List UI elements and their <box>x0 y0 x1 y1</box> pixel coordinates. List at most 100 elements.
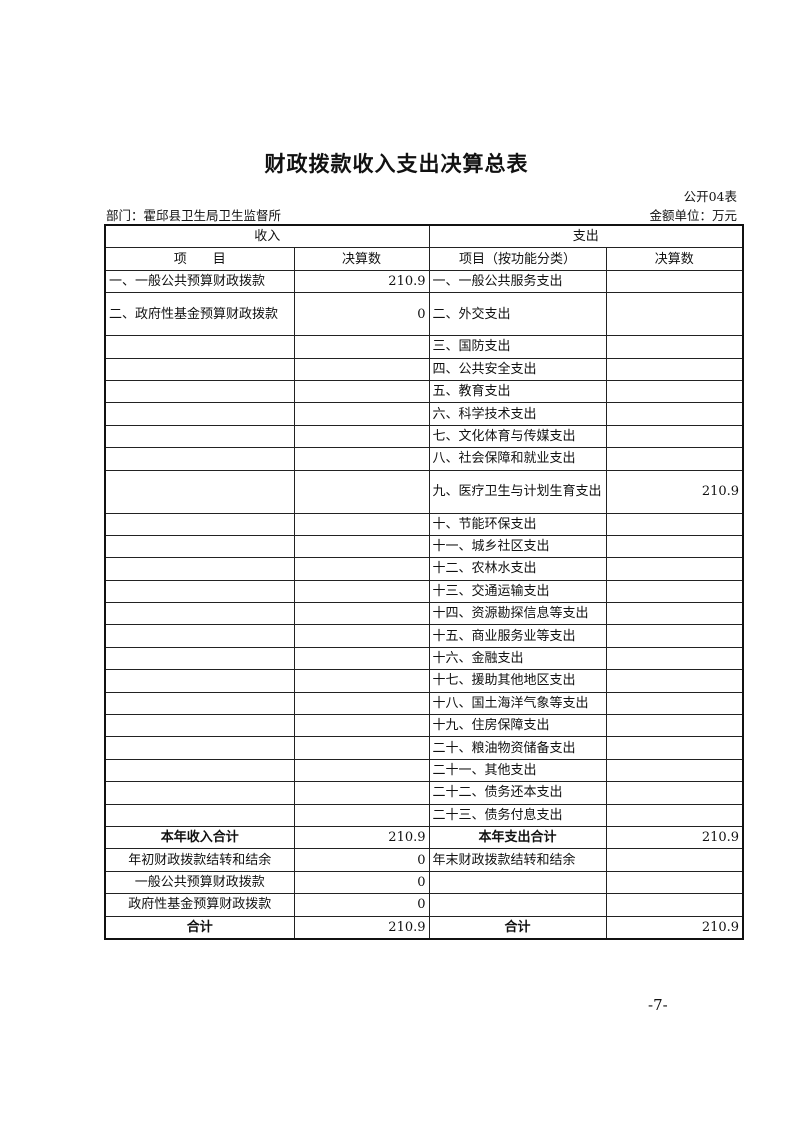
expense-amount-cell <box>605 624 744 648</box>
expense-amount-cell <box>605 557 744 581</box>
expense-amount-cell <box>605 646 744 671</box>
income-amount-cell <box>293 714 430 738</box>
unit-label: 金额单位：万元 <box>649 208 737 223</box>
table-row: 十、节能环保支出 <box>104 512 744 536</box>
expense-amount-cell <box>605 269 744 294</box>
income-amount-cell <box>293 424 430 449</box>
income-item-header: 项 目 <box>104 247 295 271</box>
income-amount-cell <box>293 579 430 604</box>
table-row: 九、医疗卫生与计划生育支出 210.9 <box>104 469 744 514</box>
income-item-cell <box>104 469 295 514</box>
expense-item-cell: 六、科学技术支出 <box>428 402 607 426</box>
table-row: 五、教育支出 <box>104 379 744 404</box>
expense-amount-cell <box>605 379 744 404</box>
expense-amount-cell <box>605 714 744 738</box>
expense-amount-cell <box>605 848 744 872</box>
expense-amount-cell <box>605 447 744 471</box>
expense-amount-cell: 210.9 <box>605 469 744 514</box>
expense-item-cell: 一、一般公共服务支出 <box>428 269 607 294</box>
income-amount-cell: 0 <box>293 292 430 337</box>
income-amount-cell <box>293 602 430 626</box>
expense-item-cell: 十五、商业服务业等支出 <box>428 624 607 648</box>
expense-header: 支出 <box>428 224 744 249</box>
income-header: 收入 <box>104 224 430 249</box>
income-amount-cell <box>293 624 430 648</box>
income-amount-cell <box>293 691 430 716</box>
income-item-cell <box>104 646 295 671</box>
table-row: 十三、交通运输支出 <box>104 579 744 604</box>
page-number: -7- <box>648 996 668 1014</box>
income-amount-cell <box>293 758 430 783</box>
expense-amount-cell <box>605 357 744 381</box>
income-item-cell <box>104 803 295 827</box>
expense-item-cell: 十二、农林水支出 <box>428 557 607 581</box>
table-row: 七、文化体育与传媒支出 <box>104 424 744 449</box>
expense-amount-cell <box>605 512 744 536</box>
expense-amount-cell <box>605 335 744 359</box>
income-item-cell <box>104 402 295 426</box>
table-row: 二、政府性基金预算财政拨款 0 二、外交支出 <box>104 292 744 337</box>
expense-item-cell: 九、医疗卫生与计划生育支出 <box>428 469 607 514</box>
income-amount-cell: 210.9 <box>293 825 430 850</box>
income-amount-cell <box>293 447 430 471</box>
income-item-cell <box>104 691 295 716</box>
expense-item-cell: 十四、资源勘探信息等支出 <box>428 602 607 626</box>
income-amount-cell <box>293 646 430 671</box>
income-item-cell <box>104 781 295 805</box>
income-item-cell <box>104 357 295 381</box>
expense-item-cell: 二十三、债务付息支出 <box>428 803 607 827</box>
income-item-cell <box>104 714 295 738</box>
table-row: 十七、援助其他地区支出 <box>104 669 744 693</box>
income-item-cell <box>104 669 295 693</box>
budget-table: 收入 支出 项 目 决算数 项目（按功能分类） 决算数 一、一般公共预算财政拨款… <box>104 224 745 940</box>
income-item-cell <box>104 602 295 626</box>
income-amount-cell: 0 <box>293 848 430 872</box>
table-row: 八、社会保障和就业支出 <box>104 447 744 471</box>
income-amount-cell <box>293 402 430 426</box>
form-number: 公开04表 <box>683 189 737 204</box>
expense-amount-header: 决算数 <box>605 247 744 271</box>
header-row-columns: 项 目 决算数 项目（按功能分类） 决算数 <box>104 247 744 271</box>
summary-row: 合计 210.9 合计 210.9 <box>104 915 744 940</box>
expense-amount-cell <box>605 781 744 805</box>
income-item-cell: 年初财政拨款结转和结余 <box>104 848 295 872</box>
expense-amount-cell: 210.9 <box>605 915 744 940</box>
table-row: 一、一般公共预算财政拨款 210.9 一、一般公共服务支出 <box>104 269 744 294</box>
expense-item-cell: 二十二、债务还本支出 <box>428 781 607 805</box>
income-amount-cell <box>293 781 430 805</box>
expense-amount-cell <box>605 292 744 337</box>
income-item-cell: 合计 <box>104 915 295 940</box>
expense-item-cell: 四、公共安全支出 <box>428 357 607 381</box>
income-amount-cell <box>293 357 430 381</box>
table-row: 三、国防支出 <box>104 335 744 359</box>
expense-item-cell: 十一、城乡社区支出 <box>428 534 607 559</box>
income-amount-cell <box>293 736 430 760</box>
expense-amount-cell <box>605 602 744 626</box>
table-row: 十四、资源勘探信息等支出 <box>104 602 744 626</box>
table-row: 十八、国土海洋气象等支出 <box>104 691 744 716</box>
income-item-cell <box>104 758 295 783</box>
header-row-sections: 收入 支出 <box>104 224 744 249</box>
income-item-cell <box>104 512 295 536</box>
income-item-cell <box>104 424 295 449</box>
expense-item-cell: 年末财政拨款结转和结余 <box>428 848 607 872</box>
table-row: 二十一、其他支出 <box>104 758 744 783</box>
income-item-cell <box>104 335 295 359</box>
expense-item-cell: 五、教育支出 <box>428 379 607 404</box>
income-item-cell <box>104 579 295 604</box>
expense-amount-cell <box>605 758 744 783</box>
table-row: 十二、农林水支出 <box>104 557 744 581</box>
expense-item-cell: 合计 <box>428 915 607 940</box>
expense-amount-cell <box>605 669 744 693</box>
expense-amount-cell <box>605 803 744 827</box>
expense-item-cell: 十三、交通运输支出 <box>428 579 607 604</box>
expense-amount-cell <box>605 534 744 559</box>
expense-item-cell: 二十一、其他支出 <box>428 758 607 783</box>
income-amount-cell <box>293 534 430 559</box>
expense-item-cell: 三、国防支出 <box>428 335 607 359</box>
income-item-cell <box>104 624 295 648</box>
income-amount-cell <box>293 803 430 827</box>
expense-item-cell <box>428 870 607 895</box>
income-item-cell: 一、一般公共预算财政拨款 <box>104 269 295 294</box>
page-title: 财政拨款收入支出决算总表 <box>264 151 529 176</box>
